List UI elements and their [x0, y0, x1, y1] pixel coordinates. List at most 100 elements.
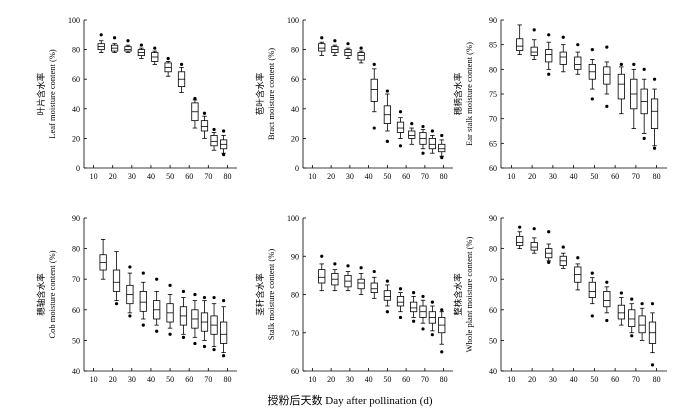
box-iqr: [438, 143, 446, 153]
box-iqr: [396, 121, 405, 133]
outlier-point: [547, 230, 551, 234]
x-tick-label: 80: [440, 172, 448, 181]
box-iqr: [617, 304, 625, 320]
y-tick-label: 60: [72, 75, 80, 84]
box-8: [617, 62, 625, 115]
outlier-point: [346, 42, 350, 46]
box-iqr: [200, 120, 209, 132]
box-5: [151, 46, 159, 65]
y-tick-label: 60: [489, 306, 497, 315]
y-tick-label: 90: [291, 252, 299, 261]
x-tick-label: 80: [440, 375, 448, 384]
box-11: [438, 308, 446, 354]
outlier-point: [202, 111, 207, 115]
box-iqr: [357, 278, 365, 290]
box-9: [628, 297, 636, 338]
y-axis-label: 穗轴含水率Cob moisture content (%): [36, 250, 57, 338]
y-tick-label: 0: [76, 164, 80, 173]
box-6: [383, 89, 391, 143]
outlier-point: [155, 277, 159, 281]
x-tick-label: 50: [383, 375, 391, 384]
box-3: [545, 33, 553, 76]
box-2: [530, 28, 538, 60]
box-3: [545, 230, 553, 264]
box-iqr: [139, 291, 147, 312]
x-tick-label: 40: [147, 172, 155, 181]
y-tick-label: 80: [291, 291, 299, 300]
x-tick-label: 60: [402, 172, 410, 181]
outlier-point: [320, 36, 324, 40]
box-iqr: [650, 98, 659, 129]
outlier-point: [126, 39, 130, 43]
y-axis-label-en: Leaf moisture content (%): [47, 49, 57, 139]
outlier-point: [141, 271, 145, 275]
y-tick-label: 70: [489, 115, 497, 124]
outlier-point: [590, 271, 594, 275]
y-tick-label: 65: [489, 139, 497, 148]
box-10: [428, 300, 436, 337]
x-tick-label: 80: [223, 375, 231, 384]
x-tick-label: 70: [632, 172, 640, 181]
y-tick-label: 80: [72, 46, 80, 55]
x-tick-label: 30: [128, 375, 136, 384]
chart-panel-2: 0 20 40 60 80 100 10 20 30 40 50 60 70 80 苞叶含水率Bract m…: [255, 16, 453, 181]
x-tick-label: 50: [166, 375, 174, 384]
box-9: [200, 111, 209, 139]
outlier-point: [518, 225, 522, 229]
outlier-point: [532, 28, 536, 32]
outlier-point: [222, 153, 226, 157]
outlier-point: [128, 265, 132, 269]
box-3: [344, 264, 352, 292]
x-tick-label: 30: [346, 172, 354, 181]
box-3: [124, 39, 132, 53]
outlier-point: [605, 318, 609, 323]
outlier-point: [193, 96, 197, 101]
y-tick-label: 80: [489, 65, 497, 74]
outlier-point: [430, 300, 434, 304]
outlier-point: [440, 133, 444, 138]
y-axis-label-cn: 叶片含水率: [36, 72, 46, 115]
outlier-point: [372, 269, 376, 274]
box-4: [357, 266, 365, 295]
y-axis-label: 叶片含水率Leaf moisture content (%): [36, 49, 57, 139]
box-7: [396, 110, 405, 148]
y-axis-label-cn: 穗轴含水率: [36, 273, 46, 316]
outlier-point: [179, 62, 184, 66]
y-axis-label-en: Bract moisture content (%): [266, 48, 276, 140]
outlier-point: [181, 289, 186, 294]
outlier-point: [650, 363, 655, 367]
box-1: [99, 239, 107, 280]
x-tick-label: 80: [653, 375, 661, 384]
box-iqr: [559, 51, 567, 65]
x-tick-label: 20: [327, 172, 335, 181]
outlier-point: [222, 129, 226, 133]
outlier-point: [398, 144, 403, 148]
y-tick-label: 80: [72, 245, 80, 254]
chart-panel-5: 60 70 80 90 100 10 20 30 40 50 60 70 80 茎秆含水率Stalk mo…: [255, 214, 453, 384]
box-iqr: [318, 43, 326, 52]
y-axis-label-cn: 苞叶含水率: [255, 72, 265, 115]
outlier-point: [619, 62, 623, 66]
box-7: [603, 280, 611, 323]
outlier-point: [153, 46, 157, 50]
y-tick-label: 60: [291, 367, 299, 376]
outlier-point: [652, 146, 657, 150]
outlier-point: [168, 332, 172, 336]
box-7: [179, 289, 188, 339]
box-iqr: [516, 38, 524, 51]
outlier-point: [193, 341, 197, 346]
x-tick-label: 40: [570, 375, 578, 384]
y-tick-label: 40: [72, 367, 80, 376]
x-tick-label: 60: [185, 375, 193, 384]
outlier-point: [333, 262, 337, 266]
y-tick-label: 0: [295, 164, 299, 173]
outlier-point: [440, 308, 444, 312]
box-2: [331, 39, 339, 56]
x-tick-label: 10: [308, 172, 316, 181]
outlier-point: [222, 299, 226, 303]
outlier-point: [605, 104, 609, 108]
outlier-point: [630, 297, 634, 301]
box-iqr: [603, 291, 611, 308]
outlier-point: [398, 110, 403, 114]
